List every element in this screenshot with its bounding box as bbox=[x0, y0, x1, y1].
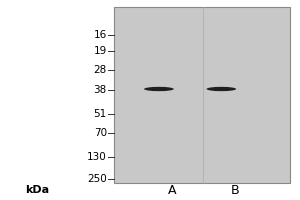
Text: 250: 250 bbox=[87, 174, 107, 184]
Text: 28: 28 bbox=[94, 65, 107, 75]
Text: kDa: kDa bbox=[25, 185, 49, 195]
Bar bbox=[114, 7, 290, 183]
Text: 51: 51 bbox=[94, 109, 107, 119]
Text: A: A bbox=[168, 184, 176, 197]
Text: B: B bbox=[230, 184, 239, 197]
Text: 70: 70 bbox=[94, 128, 107, 138]
Text: 19: 19 bbox=[94, 46, 107, 56]
Text: 38: 38 bbox=[94, 85, 107, 95]
Ellipse shape bbox=[206, 87, 236, 91]
Text: 130: 130 bbox=[87, 152, 107, 162]
Ellipse shape bbox=[144, 87, 174, 91]
Text: 16: 16 bbox=[94, 30, 107, 40]
